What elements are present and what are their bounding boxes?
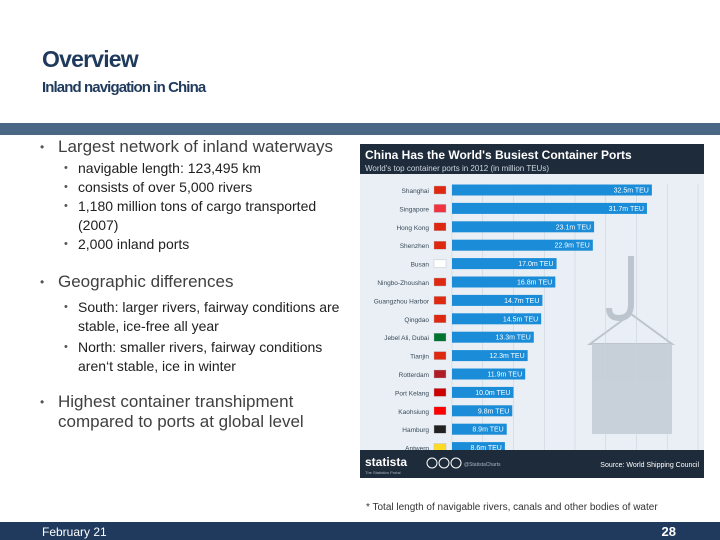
bar-value-label: 31.7m TEU [609, 206, 644, 213]
chart-background [360, 144, 704, 478]
category-label: Antwerp [405, 446, 429, 453]
category-label: Tianjin [410, 354, 429, 361]
slide-subtitle: Inland navigation in China [42, 79, 206, 96]
bar-value-label: 16.8m TEU [517, 280, 552, 287]
category-label: Rotterdam [399, 372, 429, 379]
country-flag-icon [433, 369, 447, 379]
chart-footer [360, 450, 704, 478]
bar-value-label: 8.6m TEU [470, 445, 501, 452]
footer-bar [0, 522, 720, 540]
chart-subtitle: World's top container ports in 2012 (in … [365, 164, 549, 173]
bar [452, 350, 528, 362]
bullet-item: Largest network of inland waterways [38, 137, 356, 157]
country-flag-icon [433, 351, 447, 360]
crane-hook-icon [586, 256, 676, 434]
sub-bullet-item: 2,000 inland ports [38, 235, 356, 254]
bar-value-label: 14.7m TEU [504, 298, 539, 305]
bar [452, 368, 526, 380]
bar-value-label: 8.9m TEU [472, 427, 503, 434]
country-flag-icon [433, 314, 447, 324]
bar [452, 258, 557, 270]
bar [452, 202, 647, 214]
country-flag-icon [433, 204, 447, 213]
category-label: Hong Kong [396, 225, 429, 232]
bar [452, 221, 595, 233]
country-flag-icon [433, 425, 447, 434]
country-flag-icon [433, 240, 447, 250]
country-flag-icon [433, 388, 447, 397]
bar [452, 313, 542, 325]
category-label: Shenzhen [400, 243, 430, 250]
sub-bullet-item: North: smaller rivers, fairway condition… [38, 338, 356, 376]
header-divider-bar [0, 123, 720, 135]
category-label: Jebel Ali, Dubai [384, 335, 429, 342]
footnote: * Total length of navigable rivers, cana… [366, 502, 658, 513]
sub-bullet-item: navigable length: 123,495 km [38, 159, 356, 178]
bar [452, 386, 514, 398]
bar-value-label: 13.3m TEU [496, 335, 531, 342]
bar-value-label: 9.8m TEU [478, 408, 509, 415]
chart-title: China Has the World's Busiest Container … [365, 148, 632, 162]
chart-source: Source: World Shipping Council [600, 462, 699, 469]
bar [452, 405, 513, 417]
category-label: Port Kelang [395, 390, 429, 397]
twitter-handle: @StatistaCharts [464, 462, 501, 468]
bar-value-label: 32.5m TEU [614, 188, 649, 195]
country-flag-icon [433, 185, 447, 195]
bullet-item: Highest container transhipment compared … [38, 392, 356, 432]
country-flag-icon [433, 277, 447, 287]
chart-header [360, 144, 704, 174]
sub-bullet-item: South: larger rivers, fairway conditions… [38, 298, 356, 336]
bar-value-label: 17.0m TEU [518, 261, 553, 268]
sub-bullet-item: consists of over 5,000 rivers [38, 178, 356, 197]
country-flag-icon [433, 296, 447, 305]
bar [452, 184, 652, 196]
bar-value-label: 12.3m TEU [489, 353, 524, 360]
bar-value-label: 22.9m TEU [555, 243, 590, 250]
bar [452, 239, 593, 251]
license-icons [426, 457, 462, 469]
footer-date: February 21 [42, 525, 107, 539]
category-label: Singapore [399, 206, 429, 213]
country-flag-icon [433, 222, 447, 232]
container-ports-chart: China Has the World's Busiest Container … [360, 144, 704, 478]
bar [452, 294, 543, 306]
bar-value-label: 10.0m TEU [475, 390, 510, 397]
country-flag-icon [433, 406, 447, 415]
country-flag-icon [433, 332, 447, 342]
statista-tagline: The Statistics Portal [365, 470, 401, 475]
category-label: Qingdao [404, 317, 429, 324]
category-label: Busan [411, 262, 430, 269]
sub-bullet-item: 1,180 million tons of cargo transported … [38, 197, 356, 235]
bar-value-label: 23.1m TEU [556, 224, 591, 231]
category-label: Ningbo-Zhoushan [377, 280, 429, 287]
bullet-list: Largest network of inland waterways navi… [38, 137, 356, 432]
bullet-item: Geographic differences [38, 272, 356, 292]
bar [452, 442, 505, 454]
category-label: Guangzhou Harbor [374, 298, 430, 305]
page-number: 28 [661, 524, 676, 539]
bar [452, 423, 507, 435]
slide-title: Overview [42, 46, 139, 72]
category-label: Shanghai [402, 188, 429, 195]
country-flag-icon [433, 259, 447, 268]
bar [452, 331, 534, 343]
bar [452, 276, 556, 288]
chart-bars: Shanghai 32.5m TEU Singapore 31.7m TEU Hong … [374, 184, 652, 454]
category-label: Hamburg [402, 427, 429, 434]
category-label: Kaohsiung [398, 409, 429, 416]
bar-value-label: 14.5m TEU [503, 316, 538, 323]
statista-logo: statista [365, 455, 407, 469]
bar-value-label: 11.9m TEU [487, 372, 522, 379]
